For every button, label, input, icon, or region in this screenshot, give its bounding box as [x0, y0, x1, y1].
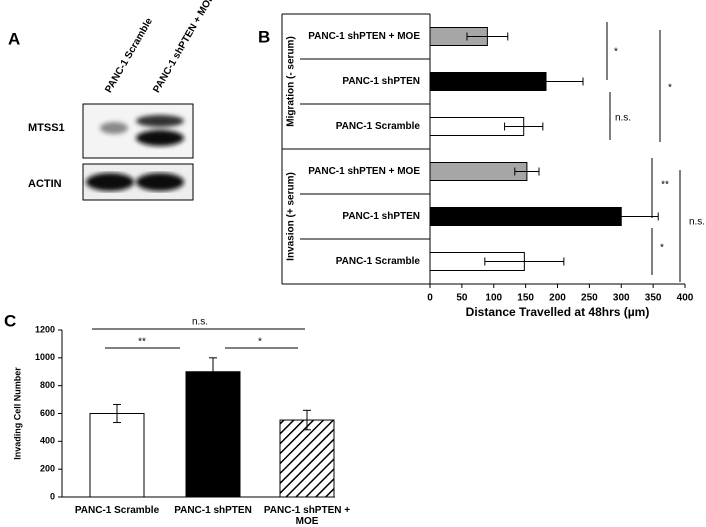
error-bar — [466, 32, 509, 41]
y-tick-label: 800 — [40, 380, 55, 390]
x-tick-label: 200 — [549, 293, 566, 304]
error-bar — [514, 167, 540, 176]
x-tick-label: 400 — [677, 293, 694, 304]
error-bar — [508, 77, 584, 86]
group-label: Invasion (+ serum) — [286, 172, 297, 261]
x-tick-label: 50 — [456, 293, 468, 304]
error-bar — [113, 403, 121, 424]
significance-label: ** — [661, 180, 669, 191]
bar — [429, 162, 528, 181]
error-bar — [303, 409, 311, 431]
significance-label: * — [614, 47, 618, 58]
x-tick-label: 250 — [581, 293, 598, 304]
y-tick-label: 1000 — [35, 352, 55, 362]
bar — [89, 413, 145, 498]
x-tick-label: PANC-1 Scramble — [74, 505, 160, 516]
x-tick-label: 300 — [613, 293, 630, 304]
panel-label: A — [8, 29, 20, 48]
lane-label: PANC-1 shPTEN + MOE — [151, 0, 217, 95]
category-label: PANC-1 Scramble — [336, 121, 421, 132]
significance-label: n.s. — [689, 217, 705, 228]
lane-label: PANC-1 Scramble — [103, 16, 155, 95]
panel-label: C — [4, 311, 16, 330]
significance-label: n.s. — [615, 113, 631, 124]
x-tick-label: 350 — [645, 293, 662, 304]
blot-bands — [86, 173, 184, 191]
significance-label: * — [668, 83, 672, 94]
y-tick-label: 200 — [40, 464, 55, 474]
y-tick-label: 400 — [40, 436, 55, 446]
error-bar — [504, 122, 544, 131]
category-label: PANC-1 shPTEN — [342, 211, 420, 222]
panel-label: B — [258, 27, 270, 46]
y-axis-label: Invading Cell Number — [12, 367, 22, 460]
category-label: PANC-1 Scramble — [336, 256, 421, 267]
significance-label: * — [660, 243, 664, 254]
y-tick-label: 1200 — [35, 324, 55, 334]
x-axis-label: Distance Travelled at 48hrs (µm) — [466, 305, 650, 319]
error-bar — [583, 212, 659, 221]
category-label: PANC-1 shPTEN + MOE — [308, 31, 420, 42]
x-tick-label: PANC-1 shPTEN + MOE — [263, 505, 351, 527]
significance-label: ** — [138, 337, 146, 348]
significance-label: * — [258, 337, 262, 348]
x-tick-label: 0 — [427, 293, 433, 304]
row-label: ACTIN — [28, 178, 62, 190]
x-tick-label: 100 — [485, 293, 502, 304]
significance-label: n.s. — [192, 317, 208, 328]
row-label: MTSS1 — [28, 122, 65, 134]
x-tick-label: 150 — [517, 293, 534, 304]
bar — [279, 419, 335, 498]
y-tick-label: 600 — [40, 408, 55, 418]
group-label: Migration (- serum) — [286, 36, 297, 127]
category-label: PANC-1 shPTEN + MOE — [308, 166, 420, 177]
blot-frame — [82, 103, 194, 159]
error-bar — [209, 357, 217, 387]
bar — [185, 371, 241, 498]
error-bar — [484, 257, 565, 266]
y-tick-label: 0 — [50, 491, 55, 501]
blot-bands — [100, 115, 184, 146]
category-label: PANC-1 shPTEN — [342, 76, 420, 87]
x-tick-label: PANC-1 shPTEN — [174, 505, 252, 516]
